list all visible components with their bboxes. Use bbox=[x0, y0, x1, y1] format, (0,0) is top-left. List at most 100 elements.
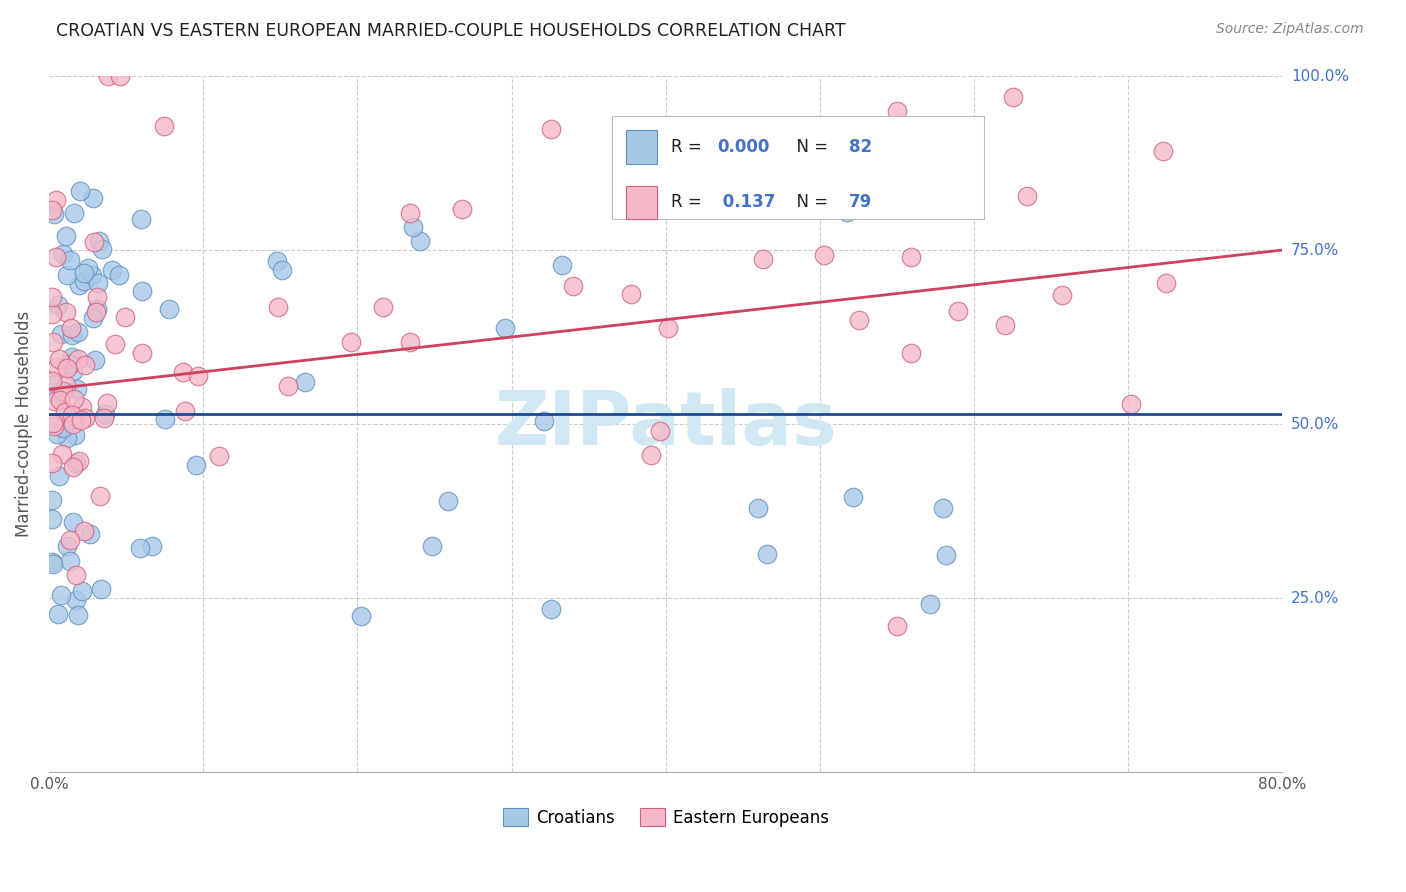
Point bbox=[66, 325, 89, 339]
Point bbox=[494, 320, 516, 334]
Point bbox=[114, 310, 136, 324]
Text: 50.0%: 50.0% bbox=[1291, 417, 1339, 432]
Point bbox=[62, 417, 84, 431]
Point bbox=[294, 375, 316, 389]
Point bbox=[184, 458, 207, 472]
Point bbox=[93, 411, 115, 425]
Point bbox=[723, 185, 745, 199]
Point bbox=[41, 512, 63, 526]
Point bbox=[153, 119, 176, 133]
Point bbox=[73, 274, 96, 288]
Point bbox=[60, 327, 83, 342]
Point bbox=[84, 305, 107, 319]
Point bbox=[886, 103, 908, 118]
Text: 100.0%: 100.0% bbox=[1291, 69, 1348, 84]
Point bbox=[41, 385, 63, 400]
Point bbox=[48, 469, 70, 483]
Point bbox=[86, 301, 108, 316]
Point bbox=[72, 267, 94, 281]
Point bbox=[946, 304, 969, 318]
Point bbox=[174, 404, 197, 418]
Point bbox=[87, 234, 110, 248]
Legend: Croatians, Eastern Europeans: Croatians, Eastern Europeans bbox=[496, 802, 835, 833]
Point bbox=[73, 410, 96, 425]
Point bbox=[350, 608, 373, 623]
Point bbox=[187, 368, 209, 383]
Point bbox=[41, 557, 63, 571]
Text: 0.000: 0.000 bbox=[717, 138, 769, 156]
Point bbox=[640, 448, 662, 462]
Point bbox=[620, 286, 643, 301]
Point bbox=[87, 276, 110, 290]
Point bbox=[83, 353, 105, 368]
Point bbox=[55, 377, 77, 392]
Point bbox=[451, 202, 474, 216]
Point bbox=[67, 454, 90, 468]
Point bbox=[63, 392, 86, 407]
Point bbox=[41, 456, 63, 470]
Point bbox=[131, 284, 153, 298]
Point bbox=[402, 219, 425, 234]
Point bbox=[73, 524, 96, 538]
Point bbox=[56, 418, 79, 433]
Point bbox=[41, 202, 63, 217]
Point bbox=[208, 449, 231, 463]
Point bbox=[340, 334, 363, 349]
Text: 79: 79 bbox=[849, 194, 873, 211]
Point bbox=[56, 360, 79, 375]
Point bbox=[59, 533, 82, 547]
Point bbox=[94, 407, 117, 421]
Point bbox=[900, 346, 922, 360]
Point bbox=[82, 191, 104, 205]
Point bbox=[41, 492, 63, 507]
Point bbox=[70, 584, 93, 599]
Point bbox=[56, 268, 79, 282]
Point bbox=[65, 567, 87, 582]
Text: 75.0%: 75.0% bbox=[1291, 243, 1339, 258]
Point bbox=[59, 321, 82, 335]
Text: N =: N = bbox=[786, 194, 834, 211]
Point bbox=[657, 320, 679, 334]
Point bbox=[70, 400, 93, 414]
Point bbox=[62, 515, 84, 529]
Point bbox=[409, 234, 432, 248]
Point bbox=[131, 346, 153, 360]
Y-axis label: Married-couple Households: Married-couple Households bbox=[15, 311, 32, 537]
Point bbox=[86, 290, 108, 304]
Point bbox=[45, 193, 67, 207]
Point bbox=[900, 250, 922, 264]
Point bbox=[277, 379, 299, 393]
Point bbox=[398, 206, 420, 220]
Point bbox=[1015, 189, 1038, 203]
Point bbox=[266, 254, 288, 268]
Point bbox=[44, 393, 66, 408]
Point bbox=[67, 277, 90, 292]
Text: R =: R = bbox=[671, 138, 707, 156]
Point bbox=[62, 459, 84, 474]
Point bbox=[55, 305, 77, 319]
Point bbox=[46, 359, 69, 374]
Point bbox=[813, 248, 835, 262]
Point bbox=[69, 184, 91, 198]
Point bbox=[51, 447, 73, 461]
Point bbox=[41, 290, 63, 304]
Point bbox=[65, 456, 87, 470]
Point bbox=[100, 263, 122, 277]
Point bbox=[65, 592, 87, 607]
Point bbox=[129, 541, 152, 555]
Point bbox=[1152, 144, 1174, 158]
Point bbox=[1154, 276, 1177, 290]
Point bbox=[59, 554, 82, 568]
Point bbox=[52, 247, 75, 261]
Point bbox=[60, 409, 83, 423]
Point bbox=[841, 491, 863, 505]
Point bbox=[756, 548, 779, 562]
Point bbox=[96, 396, 118, 410]
Point bbox=[46, 298, 69, 312]
Point bbox=[399, 335, 422, 350]
Point bbox=[104, 337, 127, 351]
Point bbox=[886, 619, 908, 633]
Point bbox=[131, 212, 153, 227]
Point bbox=[562, 279, 585, 293]
Point bbox=[935, 549, 957, 563]
